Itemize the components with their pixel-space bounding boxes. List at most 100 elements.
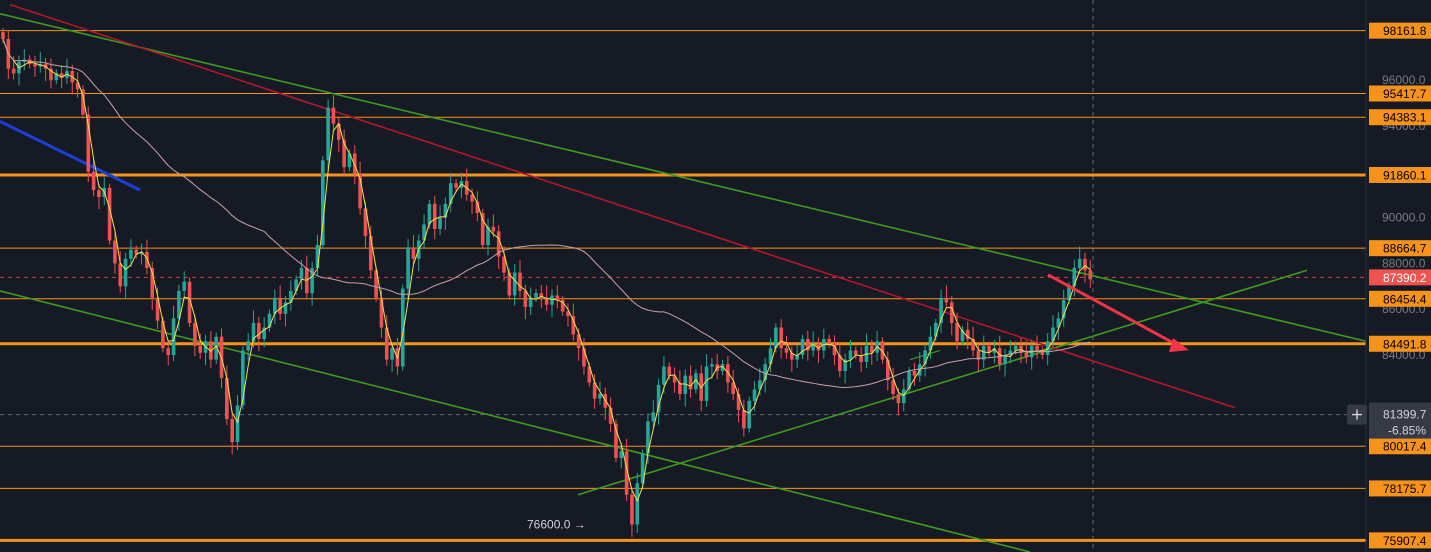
candle <box>390 341 394 372</box>
candle <box>816 337 821 363</box>
candle-body <box>640 453 645 484</box>
candle <box>438 205 442 236</box>
candle-body <box>779 327 783 349</box>
candle <box>885 351 890 391</box>
candle <box>672 367 677 393</box>
horizontal-levels <box>0 0 1366 552</box>
candle-body <box>331 107 336 124</box>
candle-body <box>944 297 949 303</box>
candle-body <box>662 366 666 385</box>
candle <box>965 321 970 350</box>
level-label-1: 95417.7 <box>1383 87 1427 101</box>
level-label-5: 86454.4 <box>1383 292 1427 306</box>
candle <box>859 346 863 373</box>
candle-body <box>491 226 496 232</box>
candle-body <box>225 377 229 420</box>
candle <box>512 264 517 306</box>
candle <box>1083 252 1087 283</box>
candle-body <box>635 483 640 525</box>
candle-body <box>321 160 325 246</box>
level-badge-3 <box>1369 166 1431 183</box>
candle <box>166 339 171 366</box>
y-tick-label-2: 90000.0 <box>1382 211 1426 225</box>
candle-body <box>289 290 293 303</box>
candle <box>944 285 949 309</box>
candle-body <box>592 382 597 399</box>
candle <box>278 285 282 320</box>
candle <box>768 337 773 373</box>
fast-moving-average-line <box>2 38 1091 503</box>
candle-body <box>912 371 917 376</box>
candle-body <box>859 355 863 362</box>
candle-body <box>955 322 959 342</box>
candle <box>939 289 943 334</box>
candle-body <box>267 313 272 328</box>
candle-body <box>843 359 847 372</box>
candle-body <box>342 139 346 168</box>
candle-body <box>838 355 842 372</box>
candle-body <box>656 384 661 413</box>
candle <box>480 208 485 250</box>
upper-channel-line <box>0 12 1367 343</box>
candle-body <box>310 267 314 294</box>
candle-body <box>827 338 831 344</box>
rising-support-line <box>577 269 1308 496</box>
candle-body <box>59 73 64 78</box>
candle-body <box>214 336 218 360</box>
candle-body <box>161 320 165 349</box>
candle <box>75 72 80 98</box>
candle <box>384 315 389 366</box>
forecast-arrowhead <box>1169 338 1189 353</box>
candle <box>1088 259 1093 288</box>
candle <box>321 156 325 250</box>
level-label-8: 78175.7 <box>1383 482 1427 496</box>
candle-body <box>182 281 187 291</box>
candle <box>912 362 917 386</box>
candle-body <box>518 272 522 291</box>
level-badge-2 <box>1369 109 1431 126</box>
candle-body <box>667 366 672 376</box>
candle-body <box>1035 345 1039 351</box>
candle <box>171 306 176 362</box>
candle-body <box>496 231 501 257</box>
candle <box>598 381 602 405</box>
candle <box>454 179 458 192</box>
level-badge-8 <box>1369 480 1431 497</box>
candle-body <box>630 494 634 525</box>
candle-body <box>731 382 736 394</box>
candle-body <box>923 350 927 365</box>
candle-body <box>427 203 432 225</box>
current-price-label: 87390.2 <box>1383 271 1427 285</box>
candle-body <box>443 203 448 218</box>
candle-body <box>678 382 682 394</box>
candle-body <box>134 249 139 255</box>
candle <box>198 333 203 359</box>
level-badge-9 <box>1369 532 1431 549</box>
candle <box>747 396 751 433</box>
candle-body <box>795 355 799 360</box>
candle-body <box>646 421 650 454</box>
candle-body <box>598 393 602 399</box>
candle-body <box>209 341 213 360</box>
candle-body <box>1040 350 1045 356</box>
candle-body <box>235 405 240 443</box>
candle <box>843 353 847 384</box>
candle <box>790 346 794 372</box>
candle <box>779 319 783 359</box>
candle-body <box>571 316 576 335</box>
candle <box>1003 348 1007 377</box>
candle-body <box>720 364 725 372</box>
candle-body <box>1051 327 1055 342</box>
candle-body <box>145 251 149 268</box>
candle-body <box>896 393 901 404</box>
candle-body <box>384 327 389 360</box>
candle-body <box>576 334 581 349</box>
candle <box>374 266 378 302</box>
candle <box>118 251 123 293</box>
level-label-0: 98161.8 <box>1383 24 1427 38</box>
candle-body <box>171 318 176 356</box>
candle-body <box>949 302 954 323</box>
candle-body <box>118 263 123 287</box>
candle <box>949 296 954 336</box>
